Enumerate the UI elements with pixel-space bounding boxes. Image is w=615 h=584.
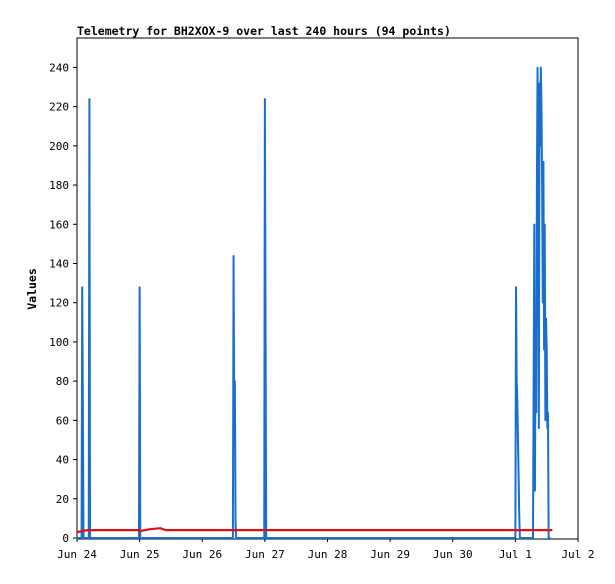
x-tick-label: Jun 24: [57, 548, 97, 561]
y-tick-label: 0: [62, 532, 69, 545]
y-tick-label: 120: [49, 297, 69, 310]
y-tick-label: 100: [49, 336, 69, 349]
y-tick-label: 220: [49, 101, 69, 114]
data-point: [547, 537, 550, 539]
data-point: [517, 478, 520, 480]
data-point: [518, 517, 521, 520]
series-layer: [76, 66, 553, 539]
y-tick-label: 140: [49, 257, 69, 270]
data-point: [159, 527, 162, 529]
data-point: [519, 537, 521, 539]
data-point: [88, 97, 91, 100]
data-point: [515, 286, 517, 288]
y-tick-label: 40: [56, 454, 69, 467]
data-point: [234, 521, 237, 524]
data-point: [139, 537, 142, 539]
data-point: [232, 254, 235, 257]
x-tick-label: Jul 1: [499, 548, 532, 561]
data-point: [232, 537, 234, 539]
data-point: [540, 66, 542, 69]
data-point: [541, 184, 543, 186]
x-tick-label: Jul 2: [561, 548, 594, 561]
data-point: [87, 537, 90, 539]
data-point: [541, 301, 544, 304]
data-point: [82, 411, 84, 414]
x-tick-label: Jun 30: [433, 548, 473, 561]
data-point: [86, 529, 89, 531]
data-point: [540, 105, 543, 108]
y-tick-label: 180: [49, 179, 69, 192]
y-tick-label: 80: [56, 375, 69, 388]
x-tick-label: Jun 28: [308, 548, 348, 561]
data-point: [533, 223, 536, 226]
y-tick-label: 60: [56, 414, 69, 427]
x-tick-label: Jun 26: [182, 548, 222, 561]
data-point: [138, 530, 141, 532]
data-point: [81, 286, 84, 288]
data-point: [235, 537, 237, 539]
data-point: [534, 490, 536, 492]
data-point: [264, 97, 266, 100]
series-2: [76, 527, 553, 534]
data-point: [80, 537, 83, 539]
data-point: [535, 411, 538, 414]
data-point: [263, 537, 266, 539]
data-point: [264, 317, 267, 320]
chart-title: Telemetry for BH2XOX-9 over last 240 hou…: [77, 24, 451, 38]
data-point: [538, 82, 541, 84]
x-tick-label: Jun 27: [245, 548, 285, 561]
data-point: [534, 317, 537, 320]
x-tick-label: Jun 25: [120, 548, 160, 561]
data-point: [542, 160, 545, 163]
data-point: [265, 537, 267, 539]
y-tick-label: 240: [49, 61, 69, 74]
data-point: [164, 529, 167, 531]
data-point: [539, 145, 541, 147]
data-point: [532, 537, 534, 539]
data-point: [138, 286, 141, 288]
data-point: [544, 419, 547, 422]
data-point: [543, 223, 546, 226]
series-line: [76, 527, 552, 534]
data-point: [138, 537, 140, 539]
data-point: [537, 207, 540, 210]
data-point: [517, 439, 519, 441]
y-axis-label: Values: [25, 268, 39, 310]
data-point: [551, 529, 553, 531]
y-tick-label: 160: [49, 218, 69, 231]
series-1: [76, 66, 551, 539]
data-point: [547, 411, 549, 414]
data-point: [532, 380, 535, 382]
data-point: [549, 537, 551, 539]
data-point: [76, 537, 78, 539]
data-point: [233, 411, 236, 414]
data-point: [76, 531, 78, 533]
data-point: [543, 348, 545, 351]
data-point: [234, 380, 236, 382]
data-point: [89, 537, 91, 539]
y-tick-label: 200: [49, 140, 69, 153]
data-point: [149, 528, 151, 530]
data-point: [536, 66, 539, 69]
data-point: [82, 537, 85, 539]
data-point: [516, 399, 519, 402]
ticks-layer: Jun 24 Jun 25 Jun 26 Jun 27 Jun 28 Jun 29 Jun …: [49, 61, 594, 561]
data-point: [515, 380, 518, 382]
data-point: [514, 537, 517, 539]
data-point: [536, 184, 538, 186]
y-tick-label: 20: [56, 493, 69, 506]
data-point: [538, 427, 540, 430]
data-point: [545, 317, 547, 320]
plot-frame: [76, 37, 579, 540]
data-point: [545, 348, 548, 351]
data-point: [546, 427, 549, 430]
x-tick-label: Jun 29: [370, 548, 410, 561]
